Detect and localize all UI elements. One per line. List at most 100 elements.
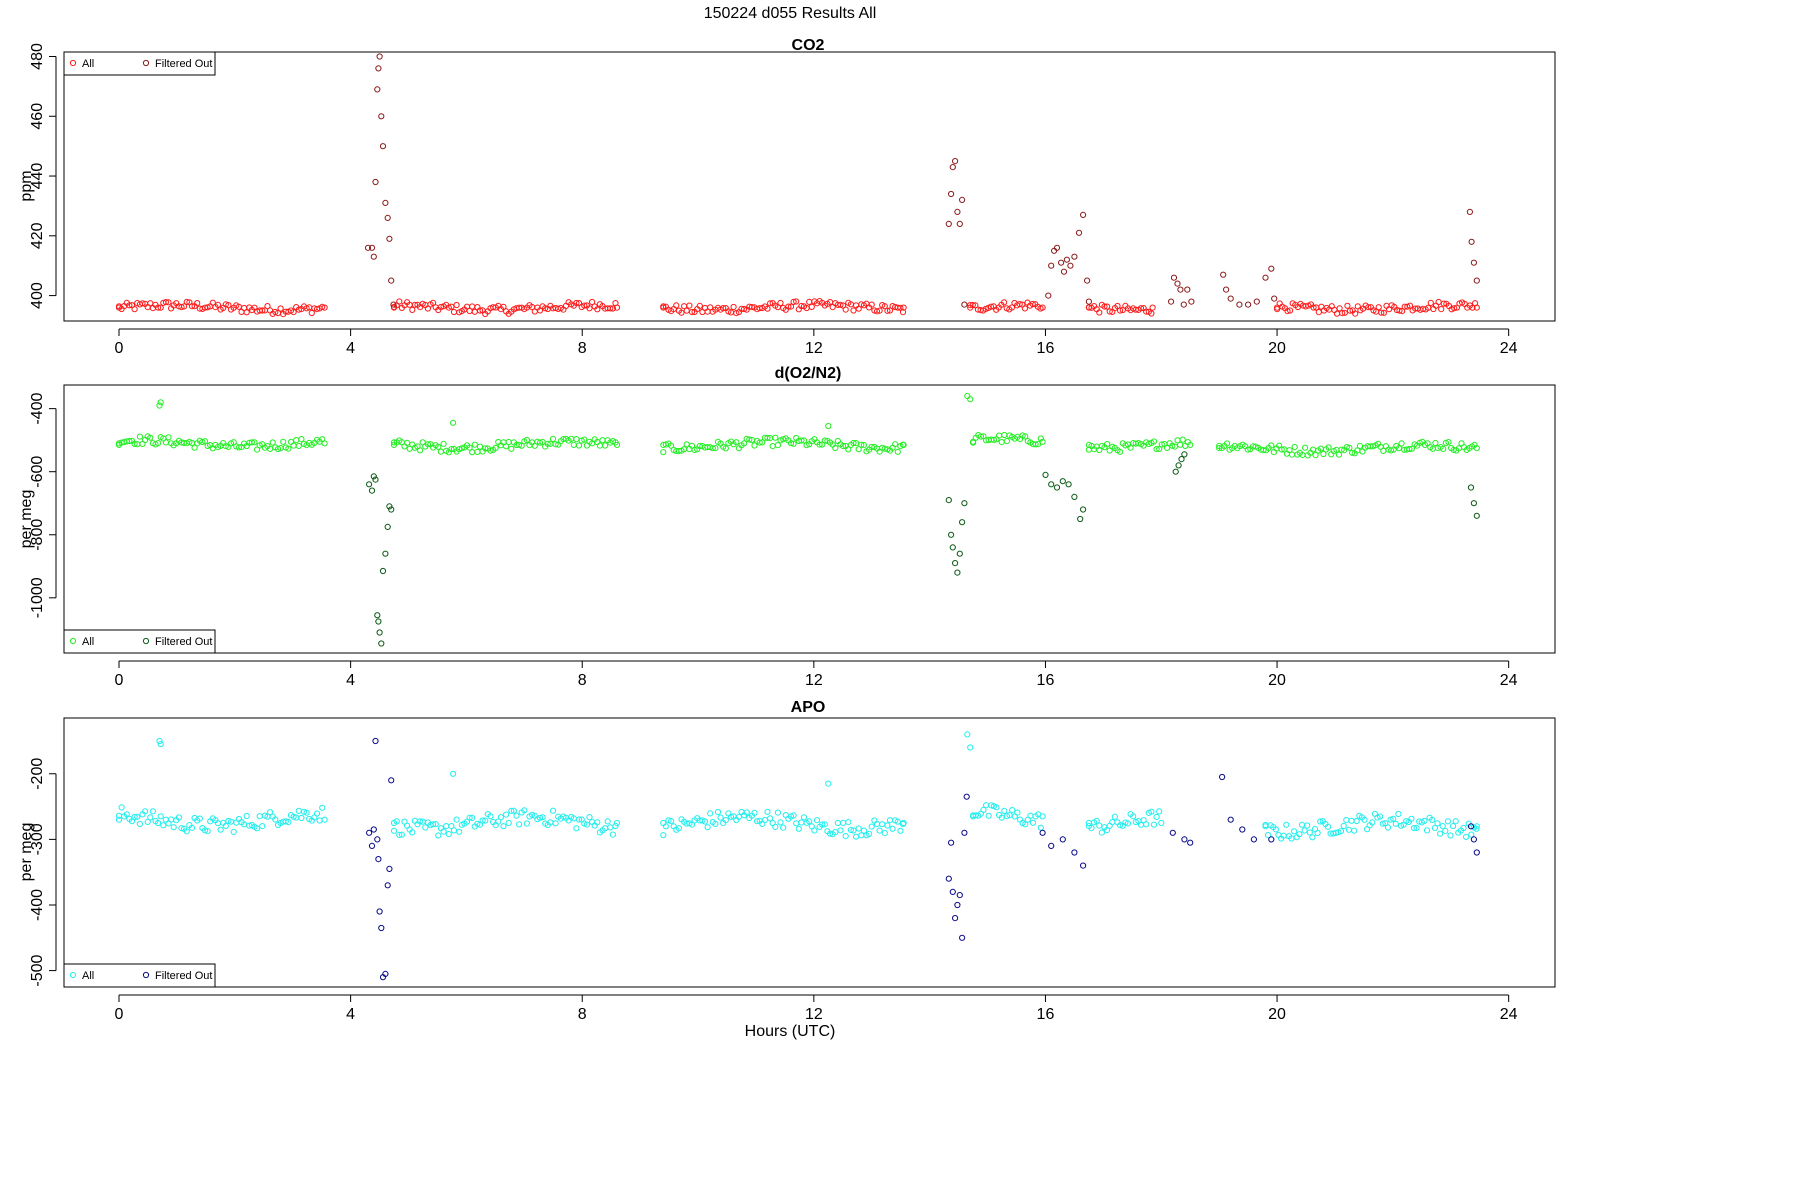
apo-point-all [825,780,832,787]
o2n2-point-all [544,440,551,447]
o2n2-point-all [1244,446,1251,453]
o2n2-point-all [469,449,476,456]
co2-point-all [222,301,229,308]
apo-x-tick-label-1: 4 [346,1006,355,1023]
o2n2-point-all [552,441,559,448]
apo-point-all [497,814,504,821]
o2n2-point-all [977,433,985,440]
o2n2-point-all [508,445,515,452]
co2-point-filtered [1468,238,1475,245]
o2n2-point-all [840,443,847,450]
apo-point-all [1343,817,1350,824]
o2n2-point-all [1349,449,1356,456]
o2n2-legend-filtered-label: Filtered Out [155,636,212,648]
co2-point-filtered [961,301,968,308]
o2n2-point-filtered [368,487,376,494]
o2n2-point-all [1223,440,1231,447]
apo-point-all [1442,827,1449,835]
apo-point-all [675,825,683,832]
apo-point-all [714,808,722,816]
co2-point-filtered [1048,262,1055,269]
o2n2-point-filtered [1172,468,1179,475]
o2n2-point-all [1312,452,1319,459]
apo-point-all [1291,828,1298,835]
apo-point-filtered [384,882,391,889]
o2n2-point-all [1104,441,1111,448]
apo-point-all [1421,817,1428,825]
apo-point-all [1437,830,1444,837]
apo-point-all [1395,810,1402,818]
co2-point-all [1375,304,1382,311]
co2-point-filtered [388,277,395,284]
apo-point-all [613,819,621,827]
apo-point-all [204,828,211,835]
apo-point-all [523,820,531,827]
o2n2-point-all [1302,444,1309,451]
apo-point-all [290,813,297,820]
o2n2-point-all [691,446,698,453]
apo-point-all [594,819,601,826]
co2-point-all [900,304,907,311]
co2-point-all [162,299,169,306]
co2-point-all [264,303,271,310]
apo-point-all [188,824,196,831]
apo-point-all [1009,807,1016,814]
o2n2-point-filtered [954,569,961,576]
apo-point-all [482,817,489,824]
o2n2-point-all [1359,448,1366,455]
o2n2-point-all [712,445,719,452]
apo-point-all [170,824,177,831]
o2n2-legend-filtered-marker [142,637,150,645]
apo-point-all [267,809,274,816]
co2-point-filtered [1262,274,1269,281]
o2n2-point-all [1032,441,1039,448]
co2-x-tick-label-1: 4 [346,340,355,357]
apo-point-all [1306,829,1313,836]
apo-point-all [440,828,447,835]
co2-point-all [707,304,714,311]
o2n2-point-all [570,441,577,448]
apo-point-all [1027,812,1034,819]
apo-point-all [155,819,162,827]
o2n2-point-all [1216,445,1223,452]
apo-point-all [1463,833,1470,841]
apo-point-all [422,824,429,831]
o2n2-legend-all-marker [69,637,77,645]
o2n2-y-tick-label-1: -600 [29,456,46,488]
o2n2-point-all [1019,432,1026,439]
co2-point-all [1101,303,1108,310]
o2n2-point-all [518,442,525,449]
apo-point-all [435,832,442,839]
co2-point-all [683,307,690,314]
co2-point-all [589,298,596,306]
co2-point-filtered [1188,298,1195,305]
co2-point-all [178,304,185,311]
apo-point-all [183,828,190,835]
apo-point-all [445,831,452,838]
o2n2-point-all [147,434,154,441]
apo-point-all [1132,818,1139,826]
co2-point-filtered [372,178,379,186]
co2-point-all [1104,303,1111,310]
apo-point-all [539,814,546,821]
o2n2-point-all [1291,443,1298,451]
apo-point-all [1298,821,1306,828]
co2-point-filtered [378,113,385,120]
apo-point-filtered [963,793,970,800]
apo-point-all [160,822,167,829]
co2-axes: 0 4 8 12 16 20 24 400 420 440 460 480 [29,43,1518,357]
co2-point-all [295,306,302,313]
o2n2-point-all [900,441,907,448]
o2n2-panel: d(O2/N2) per meg 0 4 8 12 16 20 24 -400 -600 -800… [18,365,1556,689]
co2-point-all [1001,299,1008,306]
co2-point-all [748,304,756,311]
co2-point-all [1427,299,1434,306]
co2-point-filtered [375,65,382,72]
apo-point-all [586,814,593,821]
co2-point-all [1339,310,1346,317]
co2-point-all [500,303,507,310]
apo-point-all [993,804,1000,811]
co2-point-all [411,301,418,308]
co2-point-filtered [945,220,952,227]
apo-point-all [319,804,326,811]
